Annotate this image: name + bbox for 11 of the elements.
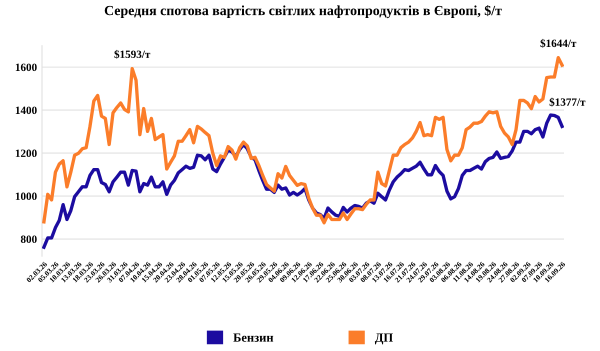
data-label: $1593/т (114, 50, 150, 59)
data-label: $1644/т (540, 38, 576, 48)
data-label: $1377/т (550, 98, 586, 107)
y-tick-label: 1200 (16, 150, 37, 158)
legend-label: Бензин (233, 333, 274, 342)
y-tick-label: 800 (20, 236, 37, 244)
chart-title: Середня спотова вартість світлих нафтопродуктів в Європі, $/т (104, 5, 502, 18)
y-tick-label: 1000 (16, 192, 37, 200)
y-tick-label: 1600 (16, 64, 37, 72)
legend-label: ДП (374, 333, 393, 344)
y-tick-label: 1400 (16, 106, 37, 114)
